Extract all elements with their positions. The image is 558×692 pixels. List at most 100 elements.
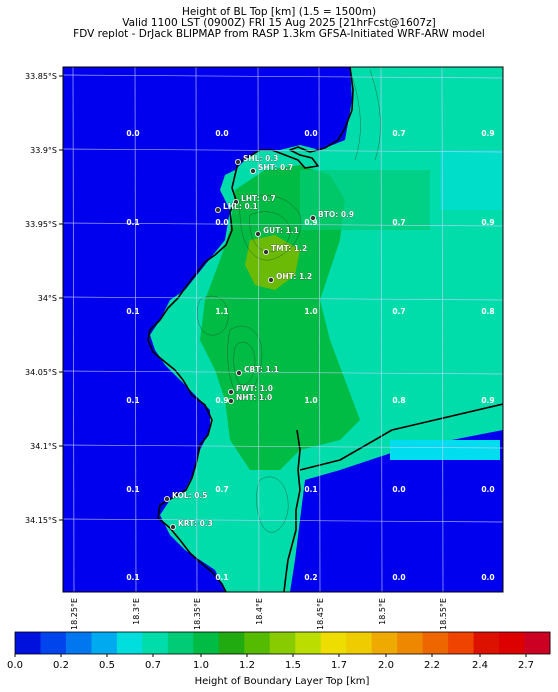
grid-value-label: 0.0 <box>304 129 317 138</box>
station-label: SHL: 0.3 <box>243 154 278 163</box>
grid-value-label: 0.7 <box>392 218 405 227</box>
station-dot-icon <box>262 248 269 255</box>
lon-tick-label: 18.45°E <box>316 598 325 630</box>
grid-value-label: 0.9 <box>481 396 494 405</box>
station-kol: KOL: 0.5 <box>163 491 208 502</box>
station-dot-icon <box>163 495 170 502</box>
colorbar-segments <box>15 632 551 654</box>
grid-value-labels: 0.0 0.0 0.0 0.7 0.9 0.1 0.0 0.9 0.7 0.9 0.1 1.1 1.0 0… <box>126 129 494 582</box>
station-dot-icon <box>309 214 316 221</box>
grid-value-label: 0.8 <box>481 307 494 316</box>
colorbar-segment <box>473 632 500 654</box>
colorbar-segment <box>167 632 194 654</box>
station-label: KRT: 0.3 <box>178 519 213 528</box>
station-dot-icon <box>169 524 176 531</box>
land-shading <box>150 67 503 592</box>
lon-tick-label: 18.55°E <box>439 598 448 630</box>
grid-value-label: 0.2 <box>304 573 317 582</box>
station-cbt: CBT: 1.1 <box>235 365 279 376</box>
colorbar-ticks: 0.0 0.2 0.5 0.7 1.0 1.2 1.5 1.7 2.0 2.2 2.4 2.7 <box>7 654 534 671</box>
land-bright-cyan-strip <box>390 440 500 460</box>
map-frame <box>62 66 504 593</box>
station-label: OHT: 1.2 <box>276 272 312 281</box>
grid-value-label: 0.7 <box>392 307 405 316</box>
station-dot-icon <box>227 388 234 395</box>
colorbar-tick-label: 1.5 <box>285 660 301 671</box>
colorbar-segment <box>65 632 92 654</box>
colorbar-tick-label: 2.7 <box>518 660 534 671</box>
grid-value-label: 0.9 <box>481 218 494 227</box>
colorbar-tick-label: 2.4 <box>472 660 488 671</box>
lon-tick-label: 18.25°E <box>70 598 79 630</box>
grid-value-label: 0.9 <box>304 218 317 227</box>
grid-value-label: 0.1 <box>126 485 139 494</box>
lat-tick-label: 34.05°S <box>25 368 57 377</box>
station-gut: GUT: 1.1 <box>254 226 299 237</box>
colorbar-segment <box>295 632 322 654</box>
grid-value-label: 1.1 <box>215 307 228 316</box>
colorbar-segment <box>40 632 67 654</box>
colorbar-segment <box>422 632 449 654</box>
grid-value-label: 1.0 <box>304 396 317 405</box>
colorbar-tick-label: 1.7 <box>331 660 347 671</box>
grid-value-label: 0.1 <box>126 307 139 316</box>
lat-tick-label: 34.15°S <box>25 516 57 525</box>
grid-value-label: 0.0 <box>481 573 494 582</box>
colorbar-segment <box>371 632 398 654</box>
grid-value-label: 1.0 <box>304 307 317 316</box>
grid-value-label: 0.1 <box>126 573 139 582</box>
station-label: LHL: 0.1 <box>223 202 258 211</box>
grid-value-label: 0.0 <box>392 485 405 494</box>
colorbar-segment <box>269 632 296 654</box>
colorbar-segment <box>142 632 169 654</box>
lon-tick-label: 18.3°E <box>132 598 141 625</box>
lat-tick-label: 34.1°S <box>30 442 57 451</box>
colorbar-segment <box>346 632 373 654</box>
colorbar-tick-label: 0.2 <box>53 660 69 671</box>
station-lht: LHT: 0.7 <box>232 194 276 205</box>
station-label: SHT: 0.7 <box>258 163 293 172</box>
station-label: BTO: 0.9 <box>318 210 354 219</box>
grid-value-label: 0.0 <box>215 218 228 227</box>
station-dot-icon <box>254 230 261 237</box>
colorbar-frame <box>14 631 551 655</box>
colorbar-tick-label: 1.0 <box>193 660 209 671</box>
colorbar-segment <box>218 632 245 654</box>
grid-value-label: 0.0 <box>481 485 494 494</box>
station-label: CBT: 1.1 <box>244 365 279 374</box>
station-shl: SHL: 0.3 <box>234 154 279 165</box>
station-lhl: LHL: 0.1 <box>214 202 258 213</box>
grid-value-label: 0.9 <box>215 396 228 405</box>
colorbar-segment <box>116 632 143 654</box>
lat-tick-label: 33.95°S <box>25 220 57 229</box>
grid-value-label: 0.7 <box>392 129 405 138</box>
colorbar-segment <box>448 632 475 654</box>
grid-value-label: 0.7 <box>215 485 228 494</box>
lon-tick-label: 18.4°E <box>255 598 264 625</box>
station-nht: NHT: 1.0 <box>227 393 272 404</box>
colorbar-segment <box>397 632 424 654</box>
station-oht: OHT: 1.2 <box>267 272 312 283</box>
station-label: GUT: 1.1 <box>263 226 299 235</box>
land-green-core <box>200 165 360 470</box>
station-dot-icon <box>249 167 256 174</box>
station-dot-icon <box>214 206 221 213</box>
grid-value-label: 0.1 <box>126 396 139 405</box>
station-label: NHT: 1.0 <box>236 393 272 402</box>
colorbar-tick-label: 0.5 <box>99 660 115 671</box>
colorbar-title: Height of Boundary Layer Top [km] <box>195 676 370 687</box>
grid-value-label: 0.0 <box>126 129 139 138</box>
chart-title-line-1: Height of BL Top [km] (1.5 = 1500m) <box>181 6 377 18</box>
land-east-green-patch <box>300 170 430 230</box>
graticule <box>63 67 503 592</box>
lon-tick-label: 18.35°E <box>193 598 202 630</box>
colorbar-tick-label: 1.2 <box>239 660 255 671</box>
station-label: KOL: 0.5 <box>172 491 208 500</box>
station-dot-icon <box>232 198 239 205</box>
station-dot-icon <box>227 397 234 404</box>
station-bto: BTO: 0.9 <box>309 210 354 221</box>
lat-tick-label: 33.9°S <box>30 146 57 155</box>
colorbar-segment <box>524 632 551 654</box>
station-label: TMT: 1.2 <box>271 244 307 253</box>
